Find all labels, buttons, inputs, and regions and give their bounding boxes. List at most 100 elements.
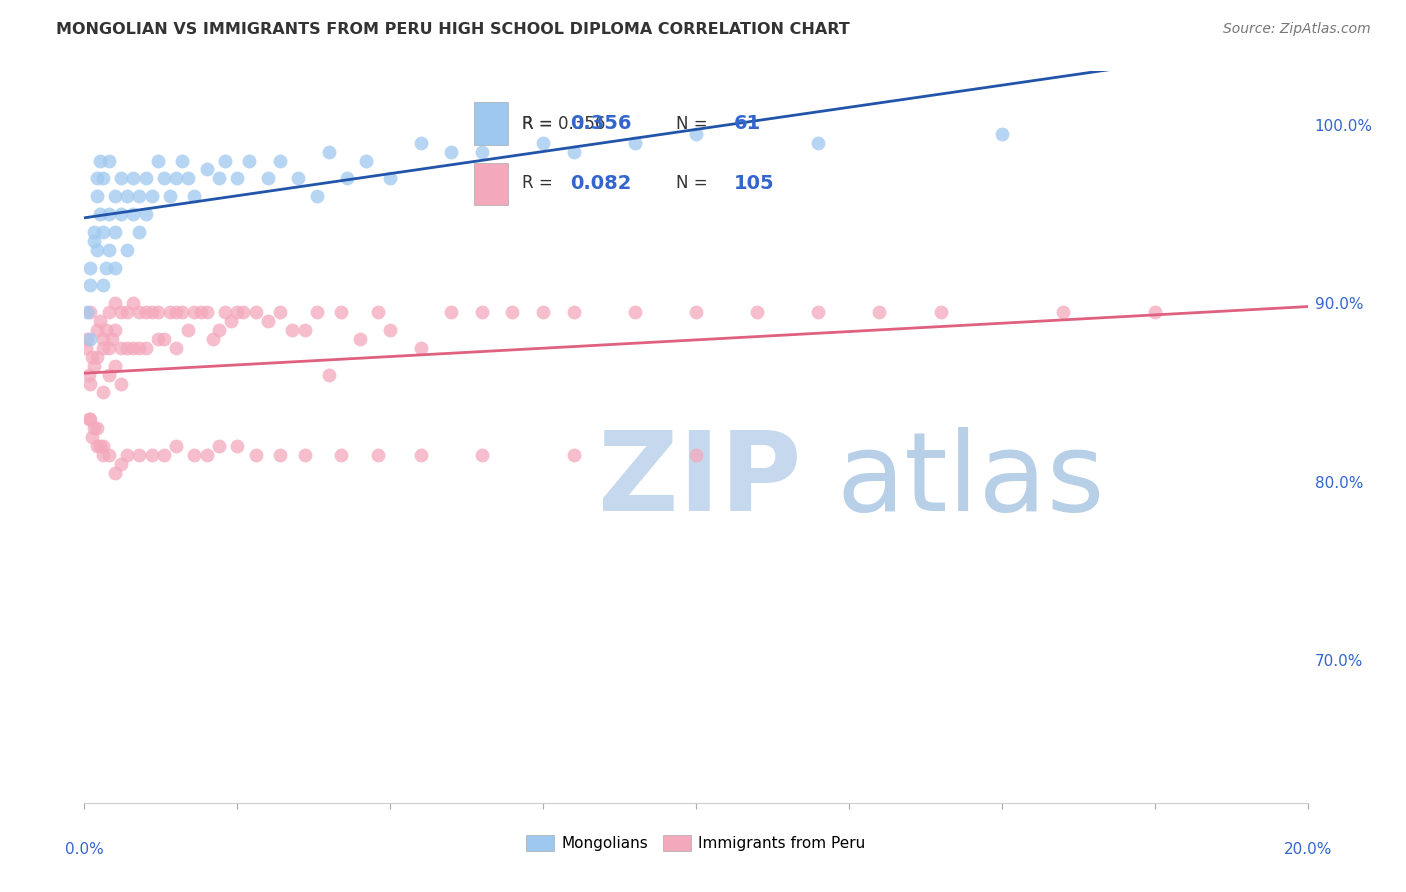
Point — [122, 296, 145, 310]
Point — [214, 305, 236, 319]
Point — [172, 153, 194, 168]
Text: MONGOLIAN VS IMMIGRANTS FROM PERU HIGH SCHOOL DIPLOMA CORRELATION CHART: MONGOLIAN VS IMMIGRANTS FROM PERU HIGH S… — [56, 22, 851, 37]
Point — [86, 350, 108, 364]
Point — [104, 189, 127, 203]
Point — [685, 448, 707, 462]
Point — [195, 162, 218, 177]
Point — [257, 171, 280, 186]
Point — [330, 305, 353, 319]
Point — [531, 305, 554, 319]
Point — [269, 153, 291, 168]
Point — [226, 171, 249, 186]
Point — [287, 171, 309, 186]
Point — [135, 305, 157, 319]
Point — [97, 448, 120, 462]
Point — [83, 421, 105, 435]
Point — [83, 359, 105, 373]
Point — [104, 323, 127, 337]
Point — [440, 145, 463, 159]
Point — [128, 305, 150, 319]
Point — [471, 145, 494, 159]
Point — [115, 341, 138, 355]
Point — [807, 305, 830, 319]
Point — [135, 171, 157, 186]
Point — [349, 332, 371, 346]
Point — [97, 243, 120, 257]
Point — [1052, 305, 1074, 319]
Point — [101, 332, 124, 346]
Point — [624, 305, 647, 319]
Point — [269, 448, 291, 462]
Point — [122, 341, 145, 355]
Point — [409, 136, 432, 150]
Point — [380, 323, 402, 337]
Point — [165, 439, 187, 453]
Point — [91, 332, 114, 346]
Point — [76, 305, 98, 319]
Point — [86, 243, 108, 257]
Point — [440, 305, 463, 319]
Point — [94, 260, 117, 275]
Point — [104, 225, 127, 239]
Point — [122, 207, 145, 221]
Point — [685, 305, 707, 319]
Point — [77, 368, 100, 382]
Point — [115, 189, 138, 203]
Point — [86, 421, 108, 435]
Point — [97, 153, 120, 168]
Point — [153, 332, 176, 346]
Point — [86, 439, 108, 453]
Point — [183, 448, 205, 462]
Point — [75, 341, 97, 355]
Point — [141, 305, 163, 319]
Point — [122, 171, 145, 186]
Point — [245, 305, 267, 319]
Point — [562, 145, 585, 159]
Point — [91, 385, 114, 400]
Point — [79, 278, 101, 293]
Point — [159, 189, 181, 203]
Point — [91, 171, 114, 186]
Point — [195, 305, 218, 319]
Point — [318, 368, 340, 382]
Point — [165, 305, 187, 319]
Point — [208, 323, 231, 337]
Point — [305, 189, 328, 203]
Point — [330, 448, 353, 462]
Point — [153, 448, 176, 462]
Point — [219, 314, 242, 328]
Point — [367, 448, 389, 462]
Point — [115, 305, 138, 319]
Point — [76, 332, 98, 346]
Point — [991, 127, 1014, 141]
Point — [226, 439, 249, 453]
Point — [79, 412, 101, 426]
Point — [208, 439, 231, 453]
Text: 20.0%: 20.0% — [1284, 842, 1331, 856]
Point — [110, 376, 132, 391]
Point — [146, 332, 169, 346]
Point — [177, 171, 200, 186]
Point — [97, 341, 120, 355]
Point — [91, 225, 114, 239]
Text: ZIP: ZIP — [598, 427, 801, 534]
Point — [110, 457, 132, 471]
Point — [471, 305, 494, 319]
Point — [128, 225, 150, 239]
Point — [172, 305, 194, 319]
Point — [128, 341, 150, 355]
Point — [177, 323, 200, 337]
Point — [91, 439, 114, 453]
Point — [165, 341, 187, 355]
Point — [367, 305, 389, 319]
Text: atlas: atlas — [837, 427, 1105, 534]
Point — [269, 305, 291, 319]
Point — [115, 448, 138, 462]
Point — [146, 305, 169, 319]
Point — [128, 189, 150, 203]
Point — [531, 136, 554, 150]
Point — [135, 207, 157, 221]
Point — [86, 171, 108, 186]
Point — [562, 305, 585, 319]
Point — [238, 153, 260, 168]
